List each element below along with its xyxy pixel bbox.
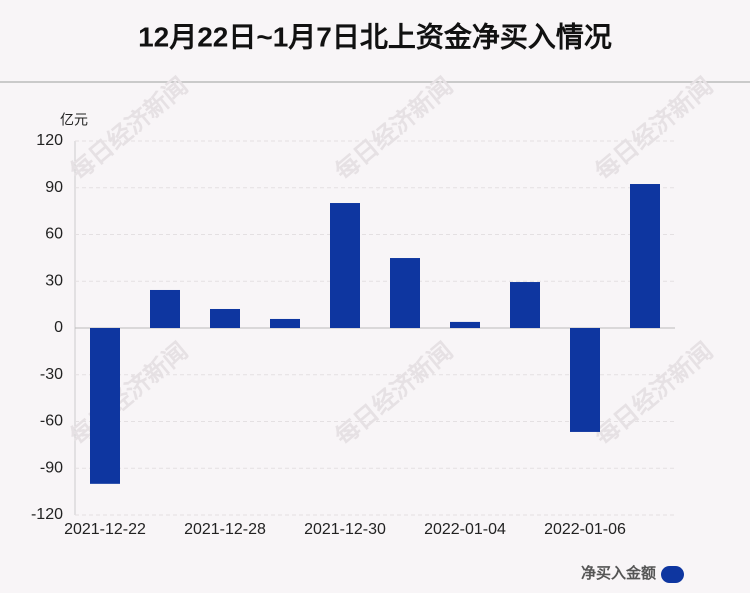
- x-tick-label: 2022-01-06: [544, 521, 626, 538]
- y-tick-label: 60: [45, 226, 63, 243]
- y-tick-label: 90: [45, 179, 63, 196]
- legend-label: 净买入金额: [581, 564, 656, 582]
- x-tick-label: 2021-12-30: [304, 521, 386, 538]
- y-tick-label: -120: [31, 506, 63, 523]
- y-tick-label: 120: [36, 132, 63, 149]
- chart-title: 12月22日~1月7日北上资金净买入情况: [138, 20, 612, 52]
- y-tick-label: -60: [40, 413, 63, 430]
- y-tick-label: 30: [45, 272, 63, 289]
- legend-swatch: [661, 566, 684, 583]
- bar: [630, 184, 660, 328]
- bar: [90, 328, 120, 484]
- bar: [510, 282, 540, 328]
- bar: [270, 318, 300, 328]
- y-tick-label: -30: [40, 366, 63, 383]
- bar: [390, 258, 420, 328]
- y-tick-label: 0: [54, 319, 63, 336]
- bar: [150, 289, 180, 328]
- bar: [210, 308, 240, 328]
- x-tick-label: 2021-12-28: [184, 521, 266, 538]
- x-tick-label: 2021-12-22: [64, 521, 146, 538]
- bar: [330, 203, 360, 328]
- y-tick-label: -90: [40, 459, 63, 476]
- x-tick-label: 2022-01-04: [424, 521, 506, 538]
- bar: [570, 328, 600, 432]
- y-unit: 亿元: [60, 112, 88, 128]
- bar: [450, 321, 480, 328]
